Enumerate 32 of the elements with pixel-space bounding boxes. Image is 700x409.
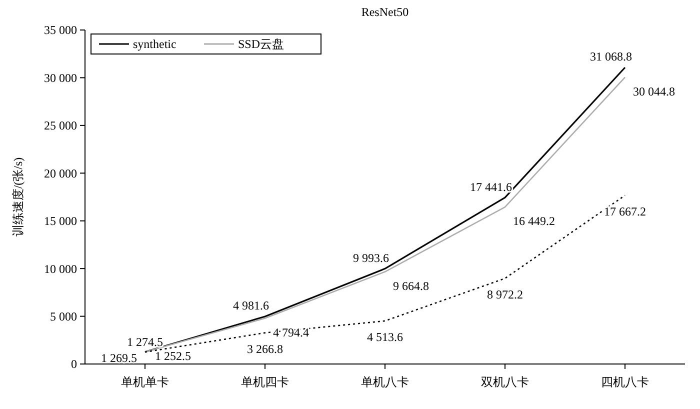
x-tick-label: 四机八卡	[601, 375, 649, 389]
y-axis-title: 训练速度/(张/s)	[11, 157, 25, 237]
y-tick-label: 5 000	[50, 309, 77, 324]
y-tick-label: 0	[71, 357, 77, 372]
data-label: 4 513.6	[367, 330, 403, 344]
data-label: 1 274.5	[127, 335, 163, 350]
legend-label: SSD云盘	[238, 37, 284, 52]
data-label: 31 068.8	[590, 50, 632, 64]
y-tick-label: 30 000	[44, 70, 77, 85]
y-tick-label: 10 000	[44, 262, 77, 276]
data-label: 1 252.5	[155, 349, 191, 364]
y-tick-label: 25 000	[44, 118, 77, 133]
data-label: 30 044.8	[633, 84, 675, 98]
chart-title: ResNet50	[361, 5, 409, 19]
y-tick-label: 35 000	[44, 23, 77, 38]
data-label: 4 981.6	[233, 298, 269, 313]
data-label: 9 993.6	[353, 250, 389, 265]
data-label: 9 664.8	[393, 278, 429, 293]
x-tick-label: 双机八卡	[481, 375, 529, 389]
data-label: 17 441.6	[470, 180, 512, 194]
data-label: 16 449.2	[513, 214, 555, 228]
data-label: 1 269.5	[101, 351, 137, 366]
x-tick-label: 单机四卡	[241, 375, 289, 389]
data-label: 4 794.4	[273, 325, 309, 340]
y-tick-label: 20 000	[44, 166, 77, 180]
y-tick-label: 15 000	[44, 214, 77, 228]
legend-label: synthetic	[133, 37, 176, 52]
data-label: 8 972.2	[487, 288, 523, 302]
data-label: 3 266.8	[247, 342, 283, 356]
x-tick-label: 单机单卡	[121, 375, 169, 389]
data-label: 17 667.2	[604, 204, 646, 219]
x-tick-label: 单机八卡	[361, 375, 409, 389]
